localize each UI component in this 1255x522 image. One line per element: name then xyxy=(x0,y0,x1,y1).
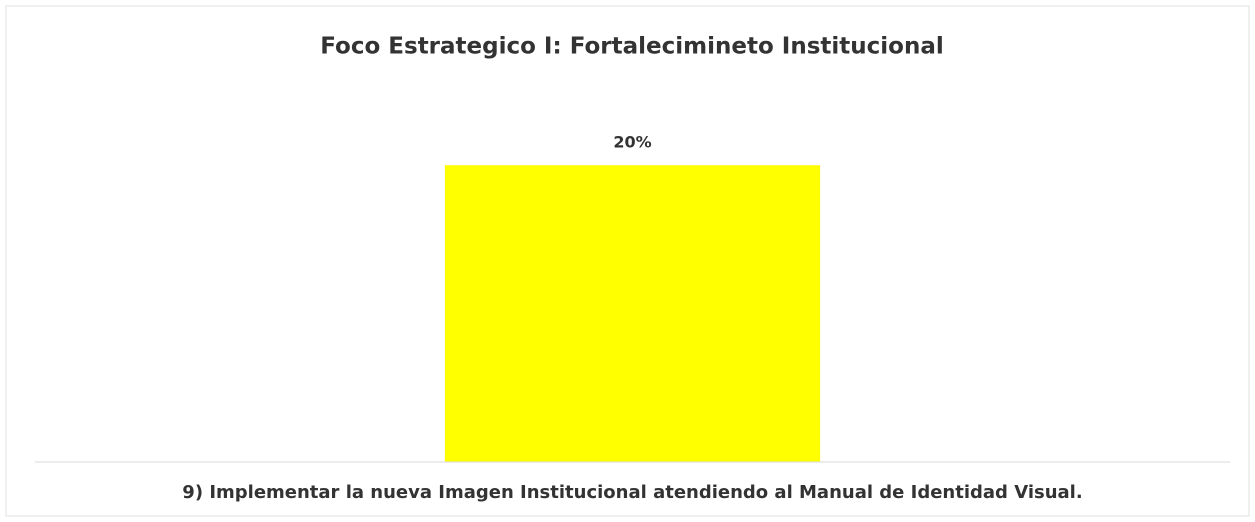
chart-title: Foco Estrategico I: Fortalecimineto Inst… xyxy=(320,34,943,60)
x-tick-label: 9) Implementar la nueva Imagen Instituci… xyxy=(182,482,1082,503)
bar xyxy=(444,165,821,462)
data-label: 20% xyxy=(613,133,651,152)
